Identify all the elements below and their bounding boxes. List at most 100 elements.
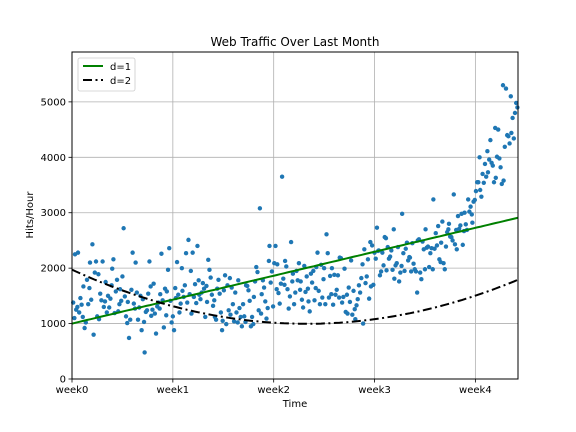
data-point bbox=[88, 260, 92, 264]
data-point bbox=[203, 315, 207, 319]
data-point bbox=[360, 262, 364, 266]
data-point bbox=[123, 294, 127, 298]
data-point bbox=[180, 266, 184, 270]
data-point bbox=[91, 332, 95, 336]
data-point bbox=[478, 188, 482, 192]
data-point bbox=[193, 282, 197, 286]
data-point bbox=[384, 268, 388, 272]
data-point bbox=[81, 315, 85, 319]
data-point bbox=[254, 265, 258, 269]
data-point bbox=[411, 262, 415, 266]
data-point bbox=[324, 232, 328, 236]
data-point bbox=[345, 311, 349, 315]
data-point bbox=[305, 274, 309, 278]
data-point bbox=[237, 306, 241, 310]
data-point bbox=[404, 247, 408, 251]
data-point bbox=[349, 258, 353, 262]
data-point bbox=[114, 289, 118, 293]
data-point bbox=[501, 83, 505, 87]
data-point bbox=[491, 163, 495, 167]
data-point bbox=[290, 279, 294, 283]
data-point bbox=[436, 224, 440, 228]
data-point bbox=[441, 261, 445, 265]
data-point bbox=[443, 267, 447, 271]
data-point bbox=[431, 267, 435, 271]
data-point bbox=[275, 262, 279, 266]
data-point bbox=[446, 227, 450, 231]
data-point bbox=[262, 285, 266, 289]
data-point bbox=[293, 290, 297, 294]
data-point bbox=[284, 264, 288, 268]
data-point bbox=[171, 314, 175, 318]
data-point bbox=[186, 238, 190, 242]
data-point bbox=[201, 281, 205, 285]
data-point bbox=[504, 86, 508, 90]
data-point bbox=[76, 250, 80, 254]
data-point bbox=[306, 299, 310, 303]
data-point bbox=[195, 244, 199, 248]
data-point bbox=[366, 257, 370, 261]
data-point bbox=[474, 189, 478, 193]
data-point bbox=[271, 304, 275, 308]
data-point bbox=[333, 293, 337, 297]
data-point bbox=[245, 284, 249, 288]
data-point bbox=[235, 320, 239, 324]
data-point bbox=[273, 244, 277, 248]
data-point bbox=[476, 180, 480, 184]
data-point bbox=[130, 250, 134, 254]
data-point bbox=[108, 296, 112, 300]
data-point bbox=[434, 231, 438, 235]
data-point bbox=[315, 250, 319, 254]
data-point bbox=[283, 259, 287, 263]
data-point bbox=[428, 251, 432, 255]
data-point bbox=[431, 197, 435, 201]
data-point bbox=[510, 116, 514, 120]
data-point bbox=[277, 301, 281, 305]
data-point bbox=[414, 269, 418, 273]
data-point bbox=[348, 300, 352, 304]
data-point bbox=[353, 307, 357, 311]
x-tick-label: week2 bbox=[257, 385, 290, 396]
data-point bbox=[292, 302, 296, 306]
data-point bbox=[86, 302, 90, 306]
data-point bbox=[252, 295, 256, 299]
data-point bbox=[359, 276, 363, 280]
data-point bbox=[265, 306, 269, 310]
data-point bbox=[453, 242, 457, 246]
data-point bbox=[133, 260, 137, 264]
data-point bbox=[211, 304, 215, 308]
data-point bbox=[470, 212, 474, 216]
y-tick-label: 4000 bbox=[41, 153, 66, 164]
data-point bbox=[183, 283, 187, 287]
data-point bbox=[419, 277, 423, 281]
data-point bbox=[479, 194, 483, 198]
chart-title: Web Traffic Over Last Month bbox=[211, 35, 380, 49]
data-point bbox=[241, 302, 245, 306]
data-point bbox=[274, 287, 278, 291]
data-point bbox=[172, 328, 176, 332]
data-point bbox=[264, 316, 268, 320]
data-point bbox=[402, 269, 406, 273]
y-tick-label: 3000 bbox=[41, 208, 66, 219]
data-point bbox=[219, 310, 223, 314]
data-point bbox=[321, 277, 325, 281]
data-point bbox=[494, 176, 498, 180]
legend-label-d2: d=2 bbox=[110, 76, 131, 87]
y-tick-label: 1000 bbox=[41, 319, 66, 330]
data-point bbox=[398, 270, 402, 274]
data-point bbox=[367, 296, 371, 300]
data-point bbox=[198, 297, 202, 301]
data-point bbox=[224, 322, 228, 326]
data-point bbox=[228, 276, 232, 280]
x-tick-label: week1 bbox=[157, 385, 190, 396]
data-point bbox=[165, 289, 169, 293]
data-point bbox=[289, 240, 293, 244]
data-point bbox=[408, 255, 412, 259]
data-point bbox=[276, 291, 280, 295]
data-point bbox=[485, 149, 489, 153]
y-tick-label: 2000 bbox=[41, 264, 66, 275]
data-point bbox=[439, 240, 443, 244]
data-point bbox=[96, 272, 100, 276]
data-point bbox=[267, 259, 271, 263]
